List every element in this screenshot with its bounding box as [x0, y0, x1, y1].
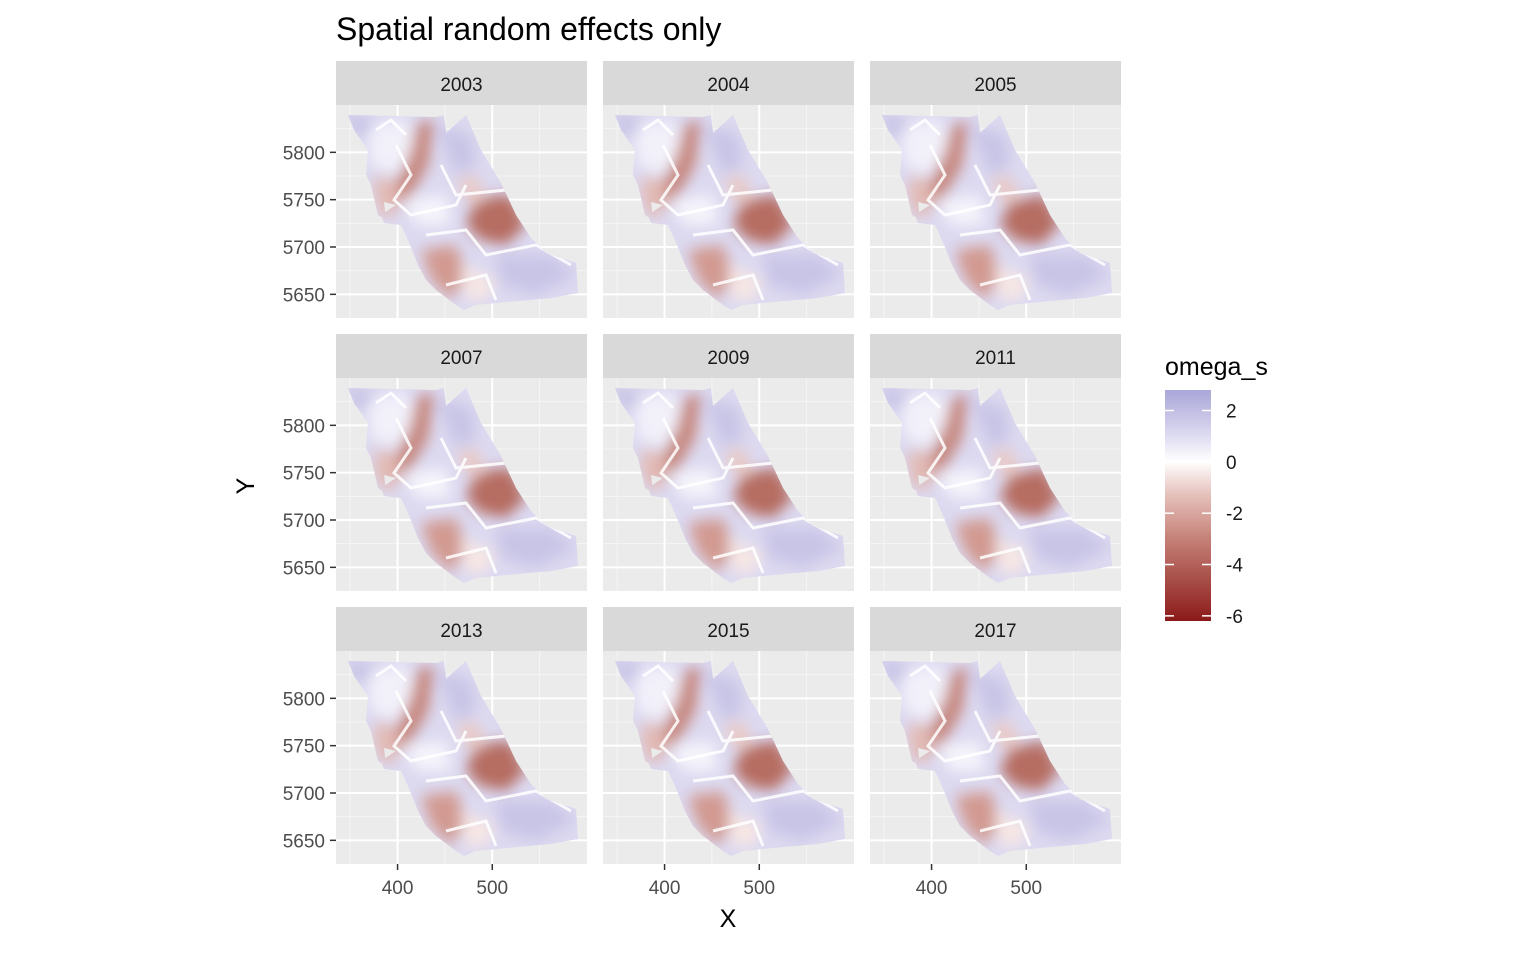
legend-tick-label: -2 — [1226, 504, 1243, 525]
legend-colorbar — [1165, 390, 1211, 621]
x-tick-label: 500 — [743, 878, 775, 899]
x-tick-label: 500 — [1010, 878, 1042, 899]
facet-panel: 2007 — [336, 334, 587, 591]
y-tick-label: 5650 — [283, 558, 325, 579]
legend-tick-label: -6 — [1226, 607, 1243, 628]
facet-panels: 2003 2004 2005 2007 2009 2011 2013 2015 2017 — [336, 61, 1121, 864]
x-axis: 400 500 400 500 400 500 — [382, 864, 1042, 899]
facet-strip — [603, 334, 854, 378]
x-tick-label: 400 — [382, 878, 414, 899]
y-tick-label: 5800 — [283, 416, 325, 437]
facet-strip — [336, 334, 587, 378]
y-tick-label: 5700 — [283, 784, 325, 805]
facet-panel: 2013 — [336, 607, 587, 864]
facet-strip-label: 2004 — [707, 75, 750, 96]
y-tick-label: 5650 — [283, 831, 325, 852]
spatial-field — [615, 388, 845, 583]
facet-panel: 2003 — [336, 61, 587, 318]
facet-panel: 2005 — [870, 61, 1121, 318]
y-tick-label: 5800 — [283, 143, 325, 164]
legend-tick-label: 0 — [1226, 453, 1237, 474]
legend-title: omega_s — [1165, 353, 1268, 381]
facet-strip-label: 2013 — [440, 621, 482, 642]
y-tick-label: 5700 — [283, 511, 325, 532]
x-tick-label: 500 — [476, 878, 508, 899]
facet-strip — [870, 334, 1121, 378]
facet-panel: 2011 — [870, 334, 1121, 591]
facet-strip-label: 2007 — [440, 348, 482, 369]
facet-strip-label: 2005 — [974, 75, 1016, 96]
facet-panel: 2015 — [603, 607, 854, 864]
legend-tick-label: -4 — [1226, 556, 1243, 577]
facet-panel: 2017 — [870, 607, 1121, 864]
spatial-field — [882, 388, 1112, 583]
facet-strip-label: 2011 — [975, 348, 1016, 369]
facet-panel: 2004 — [603, 61, 854, 318]
facet-strip-label: 2009 — [707, 348, 749, 369]
facet-strip — [603, 607, 854, 651]
facet-strip-label: 2017 — [974, 621, 1016, 642]
y-tick-label: 5750 — [283, 464, 325, 485]
y-tick-label: 5750 — [283, 737, 325, 758]
facet-strip — [870, 61, 1121, 105]
y-tick-label: 5700 — [283, 238, 325, 259]
chart-title: Spatial random effects only — [336, 11, 721, 47]
legend: omega_s 2 0 -2 -4 -6 — [1165, 353, 1268, 628]
facet-strip — [336, 607, 587, 651]
x-tick-label: 400 — [649, 878, 681, 899]
y-axis-title: Y — [232, 477, 260, 494]
legend-tick-label: 2 — [1226, 402, 1237, 423]
facet-strip — [870, 607, 1121, 651]
y-tick-label: 5650 — [283, 285, 325, 306]
facet-strip-label: 2015 — [707, 621, 749, 642]
facet-panel: 2009 — [603, 334, 854, 591]
y-tick-label: 5800 — [283, 689, 325, 710]
facet-strip-label: 2003 — [440, 75, 482, 96]
y-tick-label: 5750 — [283, 191, 325, 212]
x-axis-title: X — [720, 905, 737, 933]
x-tick-label: 400 — [916, 878, 948, 899]
facet-strip — [603, 61, 854, 105]
facet-strip — [336, 61, 587, 105]
legend-ticks: 2 0 -2 -4 -6 — [1165, 402, 1243, 628]
y-axis: 5650 5700 5750 5800 5650 5700 5750 5800 5650 5700… — [283, 143, 336, 852]
